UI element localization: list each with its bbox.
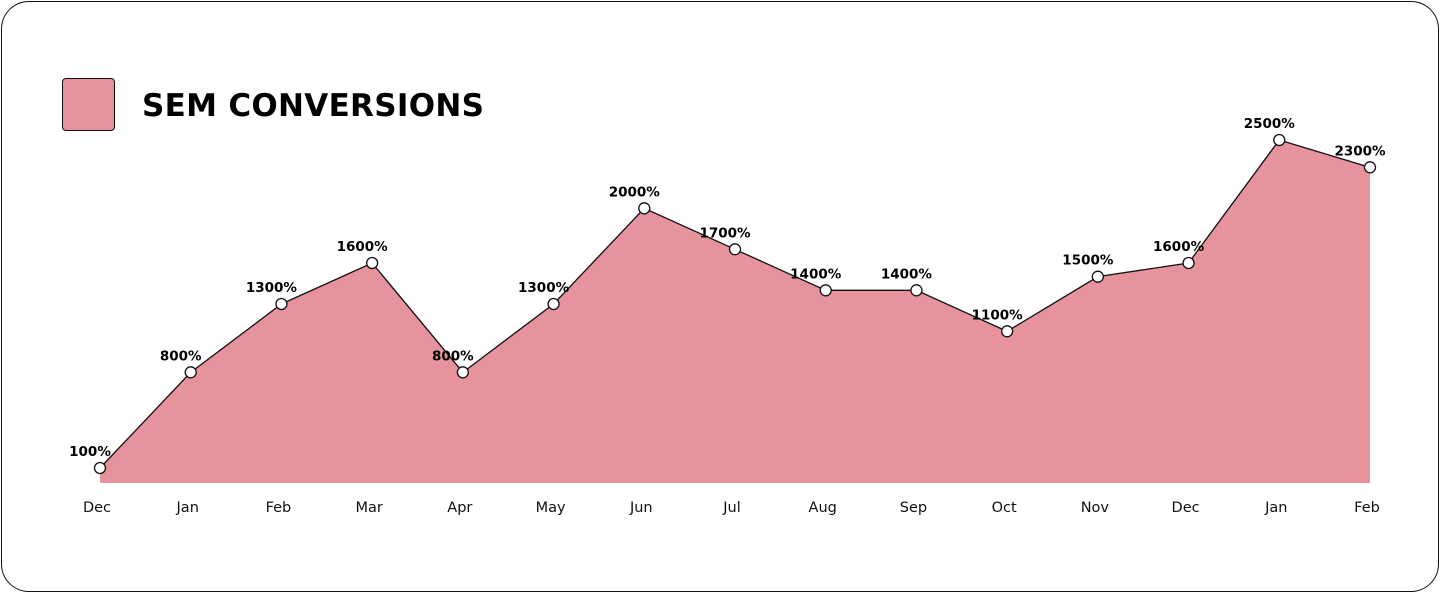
data-label: 1400% — [790, 266, 842, 282]
x-tick-label: Jan — [176, 500, 199, 516]
data-label: 1500% — [1062, 253, 1114, 269]
x-tick-label: Aug — [809, 500, 837, 516]
data-point — [456, 366, 470, 379]
x-tick-label: Jun — [629, 500, 653, 516]
legend-label: SEM CONVERSIONS — [142, 88, 485, 124]
data-point — [275, 297, 288, 311]
data-point — [547, 297, 560, 311]
x-tick-label: Jul — [722, 500, 741, 516]
x-tick-label: Jan — [1264, 500, 1287, 516]
data-point — [365, 256, 379, 270]
x-tick-label: Dec — [83, 500, 111, 516]
x-tick-label: Nov — [1081, 500, 1110, 516]
data-label: 100% — [69, 444, 111, 460]
data-label: 1300% — [518, 280, 570, 296]
data-point — [910, 284, 923, 297]
x-tick-label: May — [536, 500, 566, 516]
data-label: 1600% — [337, 239, 389, 255]
legend-swatch — [62, 78, 115, 131]
data-point — [1091, 270, 1105, 283]
data-point — [728, 243, 742, 256]
data-point — [638, 202, 651, 215]
data-label: 1100% — [972, 307, 1024, 323]
data-label: 800% — [160, 348, 202, 364]
data-point — [1182, 256, 1195, 270]
x-tick-label: Oct — [992, 500, 1017, 516]
data-label: 2500% — [1244, 116, 1296, 132]
x-tick-label: Feb — [266, 500, 292, 516]
data-point — [184, 366, 197, 379]
data-point — [1000, 325, 1014, 338]
data-point — [1363, 161, 1377, 174]
x-tick-label: Dec — [1172, 500, 1200, 516]
x-tick-label: Apr — [447, 500, 472, 516]
series-area — [100, 140, 1370, 483]
data-label: 2300% — [1334, 143, 1386, 159]
data-label: 800% — [432, 348, 474, 364]
data-point — [1273, 133, 1286, 147]
data-label: 1700% — [699, 225, 751, 241]
data-point — [819, 284, 832, 297]
data-point — [93, 461, 107, 475]
data-label: 1300% — [246, 280, 298, 296]
x-tick-label: Mar — [355, 500, 382, 516]
data-label: 1600% — [1153, 239, 1205, 255]
x-tick-label: Feb — [1354, 500, 1380, 516]
data-label: 1400% — [881, 266, 933, 282]
data-label: 2000% — [609, 184, 661, 200]
x-tick-label: Sep — [900, 500, 927, 516]
